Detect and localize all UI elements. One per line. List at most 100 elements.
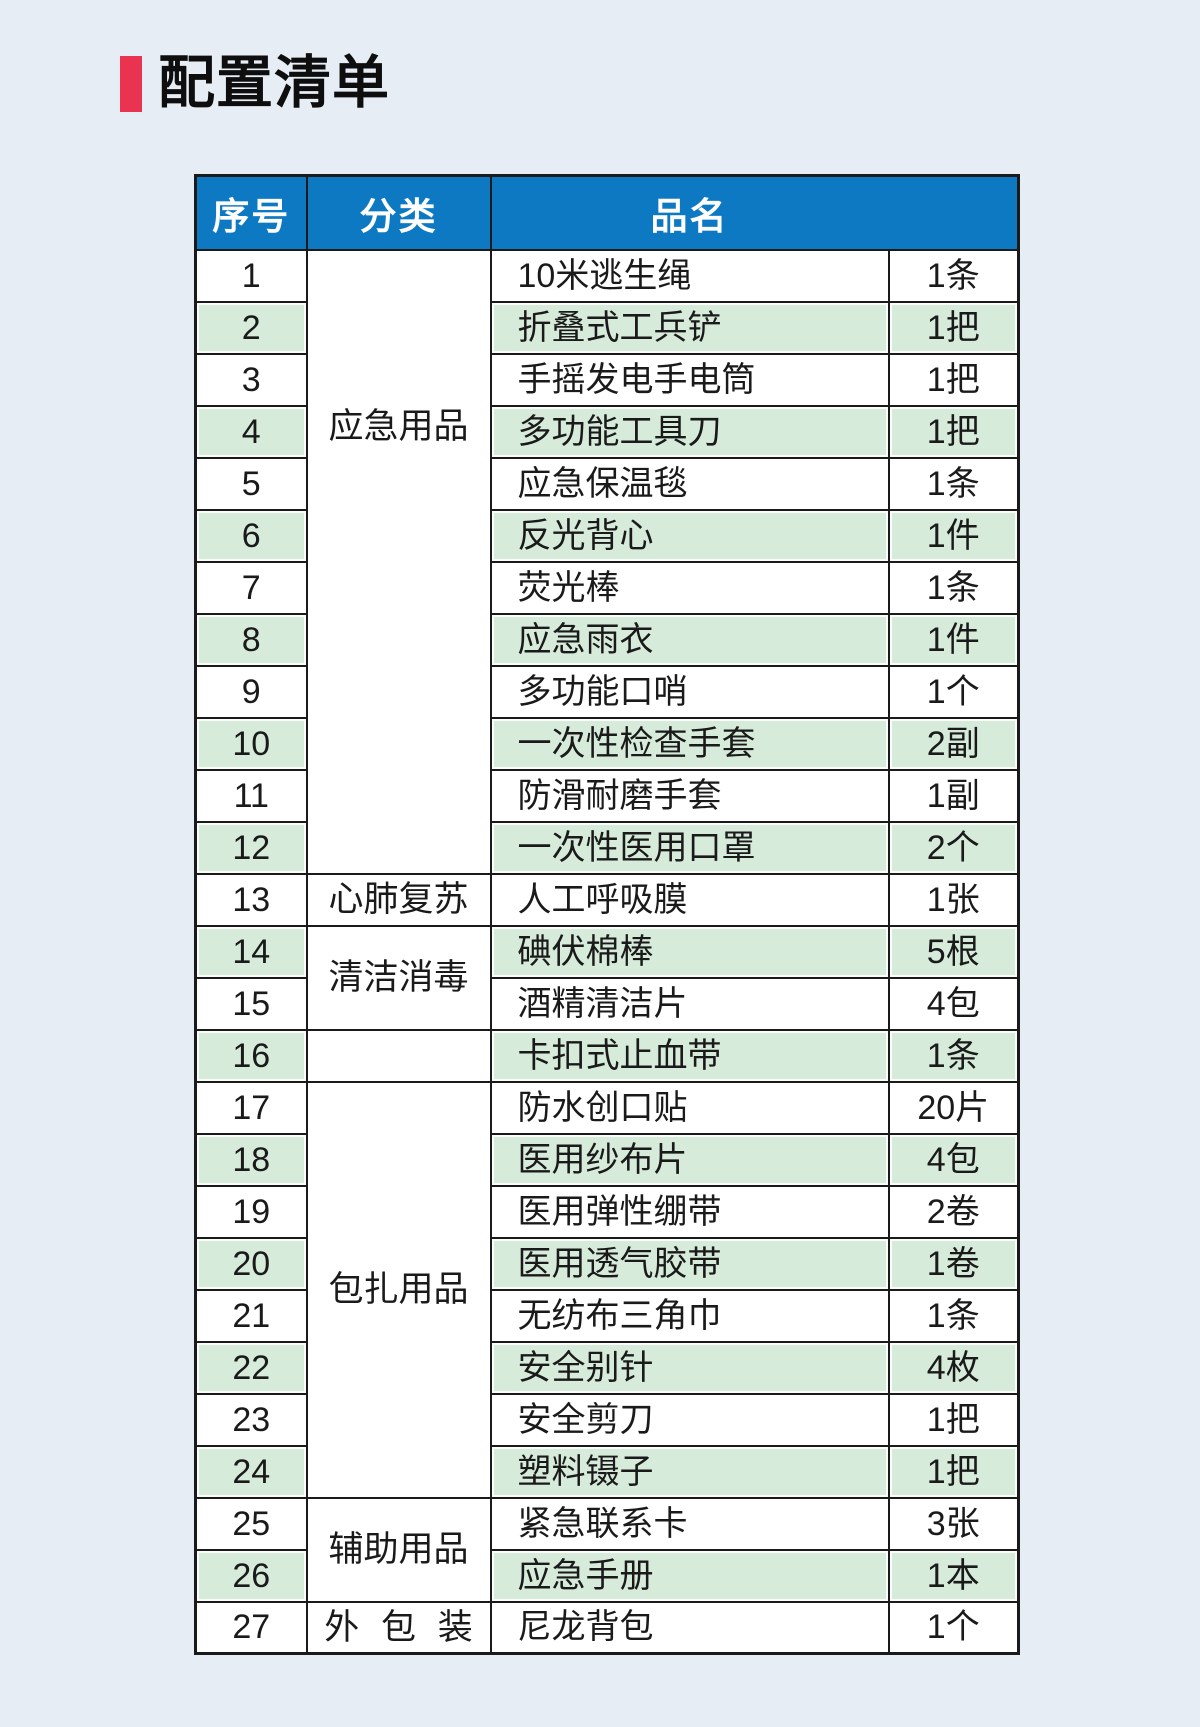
table-row: 26 应急手册 1本 xyxy=(194,1548,1020,1603)
table-row: 4 多功能工具刀 1把 xyxy=(194,404,1020,459)
row-index-cell: 22 xyxy=(194,1340,308,1395)
item-name-cell: 防滑耐磨手套 xyxy=(489,768,890,823)
table-row: 12 一次性医用口罩 2个 xyxy=(194,820,1020,875)
item-name-cell: 一次性检查手套 xyxy=(489,716,890,771)
quantity-cell: 4包 xyxy=(887,1132,1020,1187)
table-row: 11 防滑耐磨手套 1副 xyxy=(194,768,1020,823)
quantity-cell: 1件 xyxy=(887,612,1020,667)
table-row: 1 应急用品 10米逃生绳 1条 xyxy=(194,248,1020,875)
item-name-cell: 医用纱布片 xyxy=(489,1132,890,1187)
row-index-cell: 11 xyxy=(194,768,308,823)
table-row: 18 医用纱布片 4包 xyxy=(194,1132,1020,1187)
table-header: 序号 分类 品名 xyxy=(194,174,1020,251)
item-name-cell: 防水创口贴 xyxy=(489,1080,890,1135)
quantity-cell: 4包 xyxy=(887,976,1020,1031)
table-row: 16 卡扣式止血带 1条 xyxy=(194,1028,1020,1083)
row-index-cell: 20 xyxy=(194,1236,308,1291)
quantity-cell: 1把 xyxy=(887,404,1020,459)
item-name-cell: 一次性医用口罩 xyxy=(489,820,890,875)
title-accent-bar xyxy=(120,55,142,112)
item-name-cell: 应急手册 xyxy=(489,1548,890,1603)
category-cell: 应急用品 xyxy=(305,248,492,875)
table-row: 14 清洁消毒 碘伏棉棒 5根 xyxy=(194,924,1020,1031)
row-index-cell: 6 xyxy=(194,508,308,563)
item-name-cell: 无纺布三角巾 xyxy=(489,1288,890,1343)
quantity-cell: 1张 xyxy=(887,872,1020,927)
header-category: 分类 xyxy=(305,174,492,251)
row-index-cell: 19 xyxy=(194,1184,308,1239)
quantity-cell: 1副 xyxy=(887,768,1020,823)
item-name-cell: 折叠式工兵铲 xyxy=(489,300,890,355)
table-body: 1 应急用品 10米逃生绳 1条 2 折叠式工兵铲 1把 3 手摇发电手电筒 1把 4 多功能工具刀 1… xyxy=(194,248,1020,1655)
item-name-cell: 荧光棒 xyxy=(489,560,890,615)
quantity-cell: 5根 xyxy=(887,924,1020,979)
header-index: 序号 xyxy=(194,174,308,251)
row-index-cell: 3 xyxy=(194,352,308,407)
category-cell: 包扎用品 xyxy=(305,1080,492,1499)
quantity-cell: 20片 xyxy=(887,1080,1020,1135)
row-index-cell: 5 xyxy=(194,456,308,511)
row-index-cell: 8 xyxy=(194,612,308,667)
row-index-cell: 24 xyxy=(194,1444,308,1499)
row-index-cell: 9 xyxy=(194,664,308,719)
item-name-cell: 紧急联系卡 xyxy=(489,1496,890,1551)
table-row: 24 塑料镊子 1把 xyxy=(194,1444,1020,1499)
item-name-cell: 多功能工具刀 xyxy=(489,404,890,459)
table-row: 27 外 包 装尼龙背包 1个 xyxy=(194,1600,1020,1655)
table-row: 6 反光背心 1件 xyxy=(194,508,1020,563)
table-row: 25 辅助用品 紧急联系卡 3张 xyxy=(194,1496,1020,1603)
item-name-cell: 安全剪刀 xyxy=(489,1392,890,1447)
item-name-cell: 10米逃生绳 xyxy=(489,248,890,303)
row-index-cell: 26 xyxy=(194,1548,308,1603)
quantity-cell: 1条 xyxy=(887,1028,1020,1083)
row-index-cell: 27 xyxy=(194,1600,308,1655)
quantity-cell: 3张 xyxy=(887,1496,1020,1551)
table-row: 9 多功能口哨 1个 xyxy=(194,664,1020,719)
category-cell: 外 包 装 xyxy=(305,1600,492,1655)
item-name-cell: 酒精清洁片 xyxy=(489,976,890,1031)
row-index-cell: 15 xyxy=(194,976,308,1031)
row-index-cell: 12 xyxy=(194,820,308,875)
quantity-cell: 1件 xyxy=(887,508,1020,563)
row-index-cell: 18 xyxy=(194,1132,308,1187)
category-cell: 清洁消毒 xyxy=(305,924,492,1031)
item-name-cell: 医用弹性绷带 xyxy=(489,1184,890,1239)
item-name-cell: 医用透气胶带 xyxy=(489,1236,890,1291)
quantity-cell: 4枚 xyxy=(887,1340,1020,1395)
item-name-cell: 塑料镊子 xyxy=(489,1444,890,1499)
kit-contents-table: 序号 分类 品名 1 应急用品 10米逃生绳 1条 2 折叠式工兵铲 1把 3 手摇发电手电筒 1… xyxy=(194,174,1020,1655)
quantity-cell: 1卷 xyxy=(887,1236,1020,1291)
item-name-cell: 反光背心 xyxy=(489,508,890,563)
row-index-cell: 17 xyxy=(194,1080,308,1135)
quantity-cell: 1条 xyxy=(887,248,1020,303)
row-index-cell: 23 xyxy=(194,1392,308,1447)
item-name-cell: 应急保温毯 xyxy=(489,456,890,511)
table-row: 5 应急保温毯 1条 xyxy=(194,456,1020,511)
quantity-cell: 1把 xyxy=(887,1444,1020,1499)
header-row: 序号 分类 品名 xyxy=(194,174,1020,251)
row-index-cell: 4 xyxy=(194,404,308,459)
quantity-cell: 1个 xyxy=(887,664,1020,719)
row-index-cell: 25 xyxy=(194,1496,308,1551)
row-index-cell: 2 xyxy=(194,300,308,355)
category-cell: 辅助用品 xyxy=(305,1496,492,1603)
row-index-cell: 14 xyxy=(194,924,308,979)
table-row: 22 安全别针 4枚 xyxy=(194,1340,1020,1395)
quantity-cell: 2卷 xyxy=(887,1184,1020,1239)
table-row: 13 心肺复苏 人工呼吸膜 1张 xyxy=(194,872,1020,927)
item-name-cell: 卡扣式止血带 xyxy=(489,1028,890,1083)
item-name-cell: 安全别针 xyxy=(489,1340,890,1395)
quantity-cell: 1把 xyxy=(887,1392,1020,1447)
header-name-label: 品名 xyxy=(650,195,729,237)
row-index-cell: 13 xyxy=(194,872,308,927)
category-cell xyxy=(305,1028,492,1083)
item-name-cell: 尼龙背包 xyxy=(489,1600,890,1655)
table-row: 21 无纺布三角巾 1条 xyxy=(194,1288,1020,1343)
table-row: 7 荧光棒 1条 xyxy=(194,560,1020,615)
row-index-cell: 21 xyxy=(194,1288,308,1343)
table-row: 8 应急雨衣 1件 xyxy=(194,612,1020,667)
quantity-cell: 2副 xyxy=(887,716,1020,771)
item-name-cell: 手摇发电手电筒 xyxy=(489,352,890,407)
item-name-cell: 碘伏棉棒 xyxy=(489,924,890,979)
